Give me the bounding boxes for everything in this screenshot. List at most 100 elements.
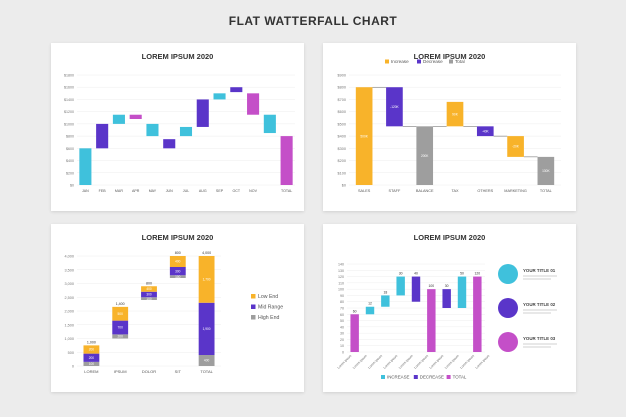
- data-label: 30: [399, 272, 403, 276]
- data-label: 200K: [421, 154, 429, 158]
- y-tick-label: 0: [72, 365, 74, 369]
- x-tick-label: JUN: [166, 189, 173, 193]
- segment-label: 400: [204, 359, 210, 363]
- bar: [355, 87, 373, 185]
- y-tick-label: $0: [70, 184, 74, 188]
- x-tick-label: TOTAL: [540, 189, 552, 193]
- chart-card-info: LOREM IPSUM 2020 0 10 20 30 40 50 60 70 80 90 100 1…: [323, 224, 576, 392]
- legend-swatch: [381, 375, 385, 379]
- y-tick-label: $700: [338, 98, 346, 102]
- stacked-segment: [112, 306, 129, 321]
- y-tick-label: $600: [66, 147, 74, 151]
- bar: [381, 295, 390, 307]
- legend-label: TOTAL: [453, 375, 467, 380]
- y-tick-label: 100: [338, 288, 344, 292]
- page-title: FLAT WATTERFALL CHART: [228, 14, 398, 28]
- y-tick-label: 0: [342, 351, 344, 355]
- data-label: -120K: [390, 105, 399, 109]
- legend-label: Low End: [258, 294, 278, 300]
- x-tick-label: Lorem ipsum: [444, 354, 460, 370]
- bar: [163, 139, 176, 149]
- stacked-segment: [112, 334, 129, 339]
- x-tick-label: TOTAL: [200, 369, 213, 374]
- chart-title: LOREM IPSUM 2020: [141, 52, 214, 61]
- segment-label: 700: [118, 326, 124, 330]
- legend-swatch: [251, 294, 256, 299]
- y-tick-label: $200: [66, 171, 74, 175]
- x-tick-label: FEB: [99, 189, 107, 193]
- y-tick-label: 140: [338, 263, 344, 267]
- segment-label: 200: [118, 335, 124, 339]
- legend-swatch: [449, 59, 453, 64]
- bar: [230, 87, 243, 93]
- info-title: YOUR TITLE 03: [523, 336, 556, 341]
- stacked-waterfall-chart: 0 500 1,000 1,500 2,000 2,500 3,000 3,500 4,000 1…: [64, 251, 283, 374]
- legend-swatch: [417, 59, 421, 64]
- y-tick-label: $1200: [64, 110, 74, 114]
- y-tick-label: 3,000: [64, 282, 74, 286]
- segment-label: 100: [146, 297, 152, 301]
- info-circle-icon: [498, 332, 518, 352]
- y-tick-label: $1400: [64, 98, 74, 102]
- chart-card-stacked: LOREM IPSUM 2020 0 500 1,000 1,500 2,000 2,50…: [51, 224, 304, 392]
- x-tick-label: SALES: [358, 189, 371, 193]
- bar: [263, 114, 276, 134]
- legend-swatch: [385, 59, 389, 64]
- segment-label: 500: [118, 312, 124, 316]
- data-label: 12: [368, 302, 372, 306]
- y-tick-label: $1000: [64, 122, 74, 126]
- bar: [507, 136, 524, 157]
- stacked-segment: [83, 353, 100, 362]
- x-tick-label: JUL: [183, 189, 189, 193]
- y-tick-label: 4,000: [64, 255, 74, 259]
- stacked-segment: [169, 267, 186, 276]
- x-tick-label: SIT: [175, 369, 182, 374]
- chart-title: LOREM IPSUM 2020: [413, 233, 486, 242]
- bar: [146, 123, 159, 137]
- data-label: -20K: [512, 145, 520, 149]
- data-label: 30: [445, 284, 449, 288]
- segment-label: 100: [89, 362, 95, 366]
- data-label: 18: [383, 290, 387, 294]
- stacked-segment: [141, 286, 157, 292]
- stacked-segment: [198, 256, 215, 303]
- chart-title: LOREM IPSUM 2020: [141, 233, 214, 242]
- y-tick-label: $500: [338, 122, 346, 126]
- y-tick-label: $600: [338, 110, 346, 114]
- bar: [213, 93, 226, 100]
- y-tick-label: $100: [338, 171, 346, 175]
- stack-total-label: 800: [175, 251, 181, 255]
- x-tick-label: SEP: [216, 189, 224, 193]
- bar: [416, 126, 434, 185]
- stacked-segment: [112, 320, 129, 335]
- legend-swatch: [446, 375, 451, 379]
- x-tick-label: OTHERS: [477, 189, 493, 193]
- monthly-waterfall-chart: $0 $200 $400 $600 $800 $1000 $1200 $1400 $1600 $1…: [64, 74, 295, 193]
- y-tick-label: 2,000: [64, 310, 74, 314]
- x-tick-label: STAFF: [389, 189, 401, 193]
- stacked-segment: [198, 355, 215, 366]
- legend-label: Decrease: [423, 59, 443, 64]
- x-tick-label: Lorem ipsum: [367, 354, 383, 370]
- legend-swatch: [251, 304, 256, 309]
- segment-label: 200: [89, 356, 95, 360]
- segment-label: 1,700: [203, 278, 211, 282]
- stacked-segment: [141, 297, 157, 300]
- stack-total-label: 1,000: [87, 340, 96, 344]
- data-label: 120: [474, 272, 480, 276]
- x-tick-label: Lorem ipsum: [459, 354, 475, 370]
- stacked-segment: [83, 345, 100, 354]
- x-tick-label: MAR: [115, 189, 123, 193]
- legend-label: High End: [258, 315, 279, 321]
- chart-title: LOREM IPSUM 2020: [413, 52, 486, 61]
- data-label: 40: [414, 272, 418, 276]
- segment-label: 300: [175, 269, 181, 273]
- bar: [427, 289, 436, 352]
- y-tick-label: 1,500: [64, 323, 74, 327]
- y-tick-label: 40: [340, 325, 344, 329]
- stacked-segment: [169, 275, 186, 278]
- info-title: YOUR TITLE 01: [523, 268, 556, 273]
- stack-total-label: 1,400: [116, 302, 125, 306]
- bar: [129, 114, 142, 119]
- y-tick-label: $0: [342, 184, 346, 188]
